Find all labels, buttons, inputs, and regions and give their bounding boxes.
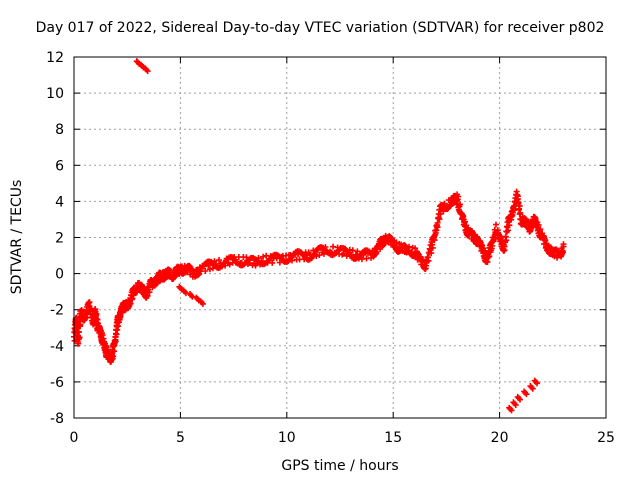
data-point: [146, 289, 153, 296]
chart-title: Day 017 of 2022, Sidereal Day-to-day VTE…: [35, 20, 605, 36]
data-point: [206, 266, 213, 273]
data-point: [316, 252, 323, 259]
data-point: [349, 247, 356, 254]
x-tick-label: 20: [491, 430, 509, 446]
data-point: [129, 295, 136, 302]
data-point: [531, 377, 538, 384]
x-axis-label: GPS time / hours: [281, 458, 399, 474]
data-point: [506, 222, 513, 229]
data-point: [138, 61, 145, 68]
data-point: [193, 294, 200, 301]
data-point: [142, 65, 149, 72]
data-point: [503, 237, 510, 244]
data-point: [176, 283, 183, 290]
data-point: [255, 255, 262, 262]
data-point: [455, 193, 462, 200]
data-point: [71, 337, 78, 344]
data-point: [205, 262, 212, 269]
data-point: [186, 290, 193, 297]
data-point: [510, 399, 517, 406]
data-point: [216, 257, 223, 263]
data-point: [521, 388, 528, 395]
plot-frame: [73, 56, 607, 419]
y-tick-label: 4: [55, 194, 64, 210]
data-point: [77, 321, 84, 328]
data-point: [75, 328, 82, 335]
y-tick-label: -8: [50, 411, 64, 427]
data-point: [114, 326, 121, 333]
data-point: [514, 393, 521, 400]
data-point: [226, 261, 233, 268]
data-series: [71, 58, 567, 414]
data-point: [516, 202, 523, 209]
data-point: [313, 253, 320, 260]
data-point: [342, 245, 349, 252]
y-tick-label: 8: [55, 122, 64, 138]
y-tick-label: 0: [55, 267, 64, 283]
data-point: [354, 248, 361, 255]
data-point: [560, 243, 567, 250]
data-point: [260, 253, 267, 260]
data-point: [322, 244, 329, 251]
y-tick-label: -2: [50, 303, 64, 319]
data-point: [506, 404, 513, 411]
data-point: [537, 226, 544, 233]
y-tick-label: 6: [55, 158, 64, 174]
tick-labels: 0 5 10 15 20 25 -8 -6 -4 -2 0 2 4 6 8 10 12: [46, 50, 615, 446]
data-point: [133, 58, 140, 65]
y-tick-label: 12: [46, 50, 64, 66]
data-point: [115, 323, 122, 330]
data-point: [436, 216, 443, 223]
x-tick-label: 5: [176, 430, 185, 446]
data-point: [457, 201, 464, 208]
data-point: [527, 383, 534, 390]
data-point: [288, 257, 295, 264]
data-point: [505, 227, 512, 234]
gridlines: [74, 57, 606, 418]
y-tick-label: -4: [50, 339, 64, 355]
x-tick-label: 10: [278, 430, 296, 446]
y-tick-label: -6: [50, 375, 64, 391]
data-point: [428, 250, 435, 257]
data-point: [258, 257, 265, 264]
data-point: [360, 251, 367, 258]
data-point: [535, 221, 542, 228]
data-point: [202, 268, 209, 275]
data-point: [111, 348, 118, 355]
data-point: [76, 334, 83, 341]
data-point: [486, 253, 493, 260]
data-point: [425, 257, 432, 264]
data-point: [127, 300, 134, 307]
data-point: [423, 262, 430, 269]
data-point: [406, 243, 413, 250]
x-tick-label: 15: [384, 430, 402, 446]
data-point: [492, 221, 499, 228]
x-tick-label: 0: [70, 430, 79, 446]
data-point: [517, 209, 524, 216]
data-point: [269, 259, 276, 266]
data-point: [197, 298, 204, 305]
y-tick-label: 10: [46, 86, 64, 102]
data-point: [320, 250, 327, 257]
y-tick-label: 2: [55, 231, 64, 247]
data-point: [222, 262, 229, 269]
data-point: [429, 244, 436, 251]
data-point: [180, 287, 187, 294]
x-tick-label: 25: [597, 430, 615, 446]
data-point: [412, 245, 419, 252]
y-axis-label: SDTVAR / TECUs: [9, 179, 25, 295]
data-point: [110, 353, 117, 360]
